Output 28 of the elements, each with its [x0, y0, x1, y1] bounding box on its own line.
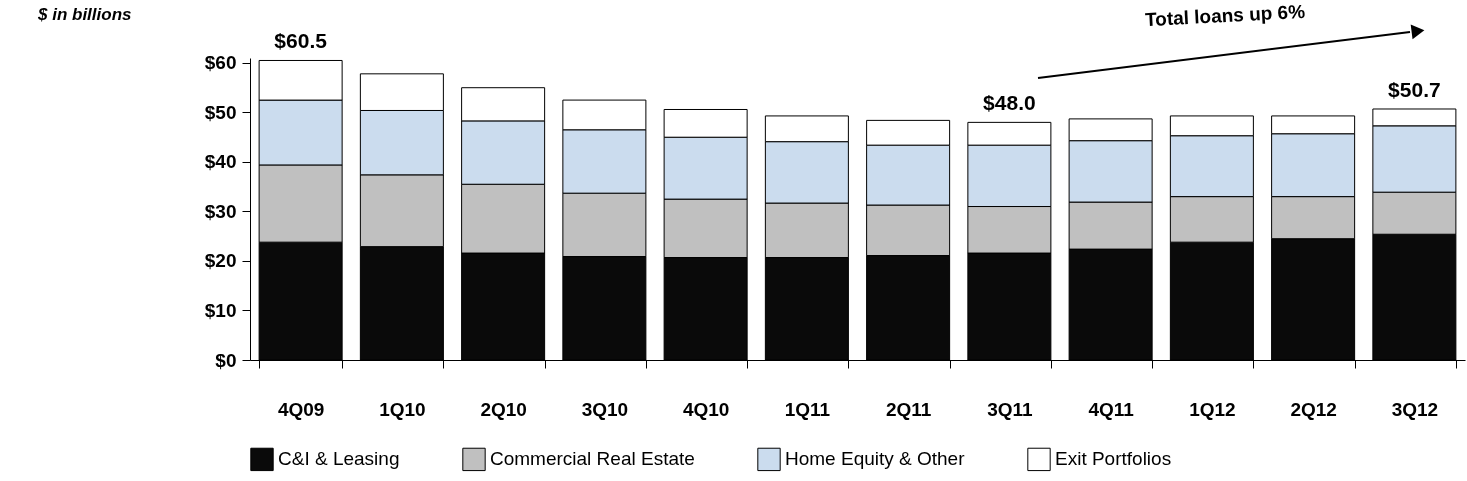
- legend-label: C&I & Leasing: [278, 448, 400, 470]
- y-tick-label: $20: [204, 250, 237, 272]
- y-tick-label: $40: [204, 151, 237, 173]
- total-label: $48.0: [983, 91, 1036, 115]
- text: Total loans up 6%: [1144, 0, 1306, 31]
- y-tick-label: $10: [204, 299, 237, 321]
- y-tick-label: $0: [215, 349, 237, 371]
- y-tick-label: $50: [204, 101, 237, 123]
- x-tick-label: 4Q10: [682, 398, 730, 420]
- x-tick-label: 1Q12: [1189, 398, 1236, 420]
- y-tick-label: $60: [204, 52, 237, 74]
- total-label: $60.5: [274, 29, 328, 53]
- x-tick-label: 3Q12: [1391, 398, 1439, 420]
- total-label: $50.7: [1388, 77, 1441, 101]
- legend-label: Commercial Real Estate: [490, 448, 695, 470]
- y-tick-label: $30: [204, 200, 237, 222]
- text: $ in billions: [37, 5, 132, 24]
- legend-label: Home Equity & Other: [785, 448, 966, 470]
- x-tick-label: 2Q11: [885, 398, 932, 420]
- x-tick-label: 2Q12: [1290, 398, 1337, 420]
- x-tick-label: 1Q10: [379, 398, 426, 420]
- x-tick-label: 3Q11: [987, 398, 1034, 420]
- x-tick-label: 2Q10: [480, 398, 527, 420]
- x-tick-label: 4Q09: [277, 398, 325, 420]
- x-tick-label: 4Q11: [1088, 398, 1135, 420]
- x-tick-label: 1Q11: [784, 398, 831, 420]
- x-tick-label: 3Q10: [581, 398, 629, 420]
- legend-label: Exit Portfolios: [1055, 448, 1172, 470]
